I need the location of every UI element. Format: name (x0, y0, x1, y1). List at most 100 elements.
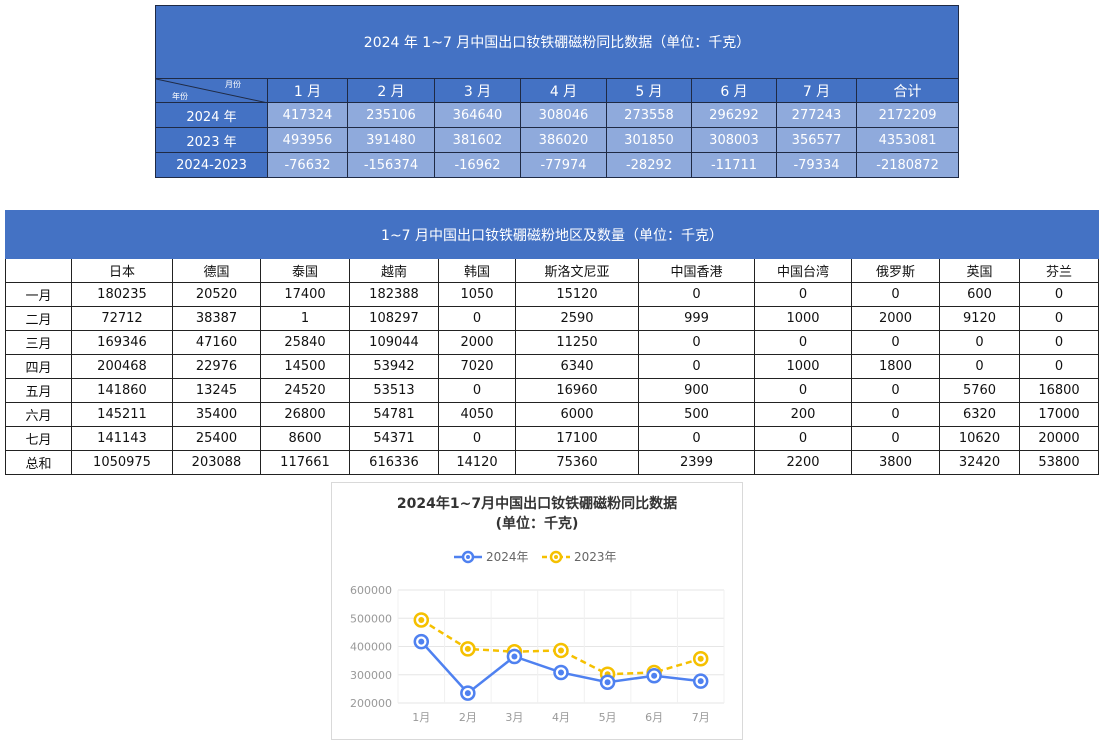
region-cell: 2590 (515, 306, 639, 331)
region-cell: 1050975 (71, 450, 173, 475)
region-cell: 16800 (1018, 378, 1100, 403)
region-cell: 0 (1018, 354, 1100, 379)
region-cell: 15120 (515, 282, 639, 307)
yoy-cell: 364640 (434, 102, 521, 128)
region-cell: 1000 (754, 354, 852, 379)
region-cell: 38387 (172, 306, 261, 331)
line-chart: 2024年1~7月中国出口钕铁硼磁粉同比数据 (单位：千克) 200000 30000… (350, 495, 725, 724)
region-cell: 2000 (438, 330, 516, 355)
region-cell: 17000 (1018, 402, 1100, 427)
region-cell: 0 (939, 330, 1020, 355)
region-cell: 35400 (172, 402, 261, 427)
region-cell: 180235 (71, 282, 173, 307)
region-header-cell: 俄罗斯 (851, 258, 940, 283)
yoy-cell: 296292 (691, 102, 777, 128)
region-cell: 53513 (349, 378, 439, 403)
region-cell: 0 (851, 330, 940, 355)
yoy-cell: 493956 (267, 127, 348, 153)
region-cell: 0 (754, 426, 852, 451)
region-cell: 9120 (939, 306, 1020, 331)
region-row-label: 三月 (5, 330, 72, 355)
region-cell: 14120 (438, 450, 516, 475)
yoy-cell: -76632 (267, 152, 348, 178)
yoy-header-cell: 1 月 (267, 78, 348, 103)
region-cell: 6320 (939, 402, 1020, 427)
data-point-core (558, 647, 564, 654)
legend-label: 2023年 (574, 550, 617, 564)
region-row-label: 一月 (5, 282, 72, 307)
region-cell: 53942 (349, 354, 439, 379)
y-tick-label: 400000 (350, 641, 392, 654)
region-header-cell: 德国 (172, 258, 261, 283)
yoy-cell: 417324 (267, 102, 348, 128)
region-cell: 0 (638, 330, 755, 355)
legend-marker-core (466, 555, 470, 559)
region-cell: 6340 (515, 354, 639, 379)
region-cell: 0 (754, 378, 852, 403)
chart-subtitle: (单位：千克) (496, 515, 579, 532)
region-cell: 141860 (71, 378, 173, 403)
data-point-core (511, 653, 518, 660)
region-header-cell: 泰国 (260, 258, 350, 283)
region-cell: 17400 (260, 282, 350, 307)
yoy-header-cell-total: 合计 (855, 78, 960, 103)
region-cell: 999 (638, 306, 755, 331)
corner-diagonal-line (156, 79, 264, 102)
region-cell: 0 (851, 378, 940, 403)
region-cell: 26800 (260, 402, 350, 427)
region-cell: 0 (754, 330, 852, 355)
yoy-header-cell: 6 月 (691, 78, 777, 103)
x-tick-label: 6月 (645, 711, 663, 724)
legend-marker-core (554, 555, 558, 559)
region-cell: 0 (638, 354, 755, 379)
x-tick-label: 4月 (552, 711, 570, 724)
region-cell: 0 (438, 426, 516, 451)
legend-label: 2024年 (486, 550, 529, 564)
yoy-header-cell: 3 月 (434, 78, 521, 103)
region-row-label: 六月 (5, 402, 72, 427)
region-cell: 169346 (71, 330, 173, 355)
region-row: 六月 145211 35400 26800 54781 4050 6000 500 200 0 63… (5, 402, 1100, 427)
yoy-cell: -11711 (691, 152, 777, 178)
region-cell: 2000 (851, 306, 940, 331)
region-cell: 0 (1018, 306, 1100, 331)
region-cell: 75360 (515, 450, 639, 475)
region-table: 1~7 月中国出口钕铁硼磁粉地区及数量（单位：千克） 日本 德国 泰国 越南 韩国 斯洛文… (4, 210, 1100, 475)
corner-month-label: 月份 (225, 80, 241, 89)
x-tick-label: 1月 (412, 711, 430, 724)
yoy-cell: 277243 (776, 102, 857, 128)
region-cell: 145211 (71, 402, 173, 427)
region-cell: 47160 (172, 330, 261, 355)
region-cell: 2399 (638, 450, 755, 475)
region-cell: 200 (754, 402, 852, 427)
region-cell: 0 (438, 306, 516, 331)
region-cell: 22976 (172, 354, 261, 379)
region-cell: 2200 (754, 450, 852, 475)
yoy-cell: -16962 (434, 152, 521, 178)
yoy-cell: -79334 (776, 152, 857, 178)
region-row: 总和 1050975 203088 117661 616336 14120 75360 239… (5, 450, 1100, 475)
y-tick-label: 600000 (350, 584, 392, 597)
region-row-label: 二月 (5, 306, 72, 331)
region-cell: 1 (260, 306, 350, 331)
region-row: 七月 141143 25400 8600 54371 0 17100 0 0 0 10620 2000… (5, 426, 1100, 451)
region-cell: 600 (939, 282, 1020, 307)
y-tick-label: 300000 (350, 669, 392, 682)
region-cell: 13245 (172, 378, 261, 403)
data-point-core (558, 669, 564, 676)
yoy-cell: 381602 (434, 127, 521, 153)
region-row: 五月 141860 13245 24520 53513 0 16960 900 0 0 5760 16… (5, 378, 1100, 403)
yoy-row-label: 2024-2023 (155, 152, 268, 178)
region-cell: 5760 (939, 378, 1020, 403)
yoy-cell: -28292 (606, 152, 692, 178)
region-cell: 0 (851, 282, 940, 307)
region-cell: 54781 (349, 402, 439, 427)
region-cell: 0 (1018, 330, 1100, 355)
region-header-cell: 斯洛文尼亚 (515, 258, 639, 283)
data-point-core (464, 690, 471, 697)
region-header-cell: 芬兰 (1018, 258, 1100, 283)
region-cell: 6000 (515, 402, 639, 427)
region-cell: 7020 (438, 354, 516, 379)
yoy-header-cell: 7 月 (776, 78, 857, 103)
yoy-cell: 391480 (347, 127, 435, 153)
